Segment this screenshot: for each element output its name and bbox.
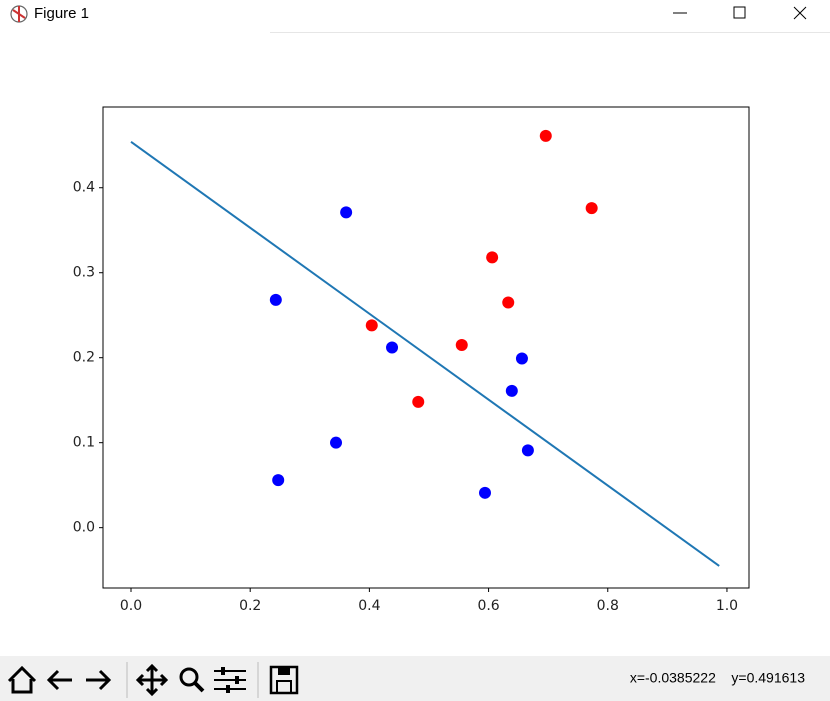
configure-knob [235, 676, 239, 684]
y-tick-label: 0.1 [73, 435, 95, 451]
x-tick-label: 0.8 [597, 598, 619, 614]
scatter-point [365, 319, 378, 332]
x-tick-label: 0.6 [477, 598, 499, 614]
zoom-handle [193, 681, 205, 693]
scatter-point [486, 251, 499, 264]
home-button[interactable] [7, 665, 37, 694]
scatter-point [539, 129, 552, 142]
scatter-point [505, 384, 518, 397]
plot-area: 0.0 0.2 0.4 0.6 0.8 1.0 0.0 0.1 0.2 0.3 0.4 [73, 106, 750, 614]
save-icon-label [276, 680, 292, 694]
save-icon-top [278, 668, 290, 675]
configure-knob [221, 667, 225, 675]
scatter-point [585, 202, 598, 215]
axes-frame [102, 106, 750, 589]
y-tick-label: 0.0 [73, 520, 95, 536]
y-tick-label: 0.3 [73, 265, 95, 281]
scatter-point [340, 206, 353, 219]
scatter-point [386, 341, 399, 354]
scatter-point [272, 474, 285, 487]
x-tick-label: 0.4 [358, 598, 380, 614]
x-tick-label: 0.0 [120, 598, 142, 614]
zoom-button[interactable] [179, 667, 199, 687]
scatter-point [330, 436, 343, 449]
back-button[interactable] [46, 669, 72, 691]
scatter-point [269, 293, 282, 306]
toolbar: x=-0.0385222 y=0.491613 [0, 656, 830, 701]
scatter-point [521, 444, 534, 457]
pan-button[interactable] [135, 663, 169, 697]
scatter-point [502, 296, 515, 309]
x-tick-label: 0.2 [239, 598, 261, 614]
app-icon-mark [12, 6, 26, 22]
scatter-point [412, 395, 425, 408]
fit-line [130, 141, 720, 567]
configure-knob [226, 685, 230, 693]
scatter-point [455, 338, 468, 351]
window-title: Figure 1 [34, 5, 89, 22]
y-tick-label: 0.4 [73, 180, 95, 196]
scatter-point [515, 352, 528, 365]
scatter-point [478, 486, 491, 499]
x-tick-label: 1.0 [716, 598, 738, 614]
y-tick-label: 0.2 [73, 350, 95, 366]
close-button[interactable] [793, 6, 807, 20]
forward-button[interactable] [86, 669, 112, 691]
cursor-status: x=-0.0385222 y=0.491613 [630, 670, 805, 686]
title-bar: Figure 1 [10, 5, 830, 33]
maximize-button[interactable] [733, 6, 746, 19]
